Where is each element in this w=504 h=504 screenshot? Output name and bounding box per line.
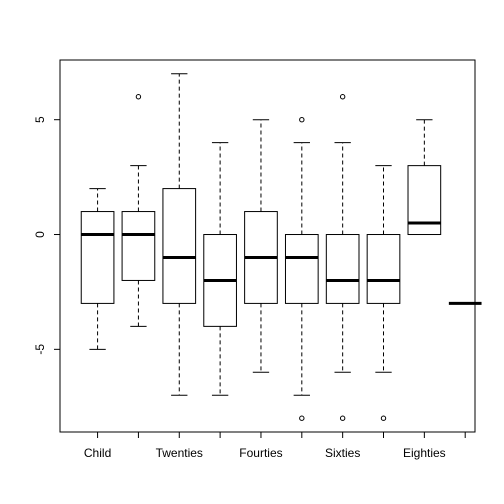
x-tick-label: Fourties: [239, 446, 282, 460]
box-group-eighties: [407, 119, 442, 236]
box-group-twenties: [162, 73, 197, 396]
outlier-point: [339, 415, 346, 421]
y-tick-label: 5: [33, 116, 47, 123]
box-body: [121, 211, 156, 281]
x-tick-label: Eighties: [403, 446, 446, 460]
box-group-thirties: [203, 142, 237, 396]
box-group-fifties: [284, 117, 319, 421]
x-tick-label: Twenties: [156, 446, 203, 460]
box-group-child: [80, 188, 115, 350]
boxes-layer: [80, 73, 482, 421]
y-tick-label: -5: [33, 344, 47, 355]
box-body: [162, 188, 197, 304]
box-body: [284, 234, 319, 304]
x-tick-label: Sixties: [325, 446, 360, 460]
box-body: [366, 234, 401, 304]
outlier-point: [339, 94, 346, 100]
box-body: [325, 234, 360, 304]
box-body: [407, 165, 442, 236]
y-axis: -5 0 5: [33, 116, 61, 355]
outlier-point: [299, 117, 305, 123]
box-group-fourties: [244, 119, 278, 373]
x-axis: Child Twenties Fourties Sixties Eighties: [84, 431, 466, 460]
box-body: [80, 211, 115, 304]
x-tick-label: Child: [84, 446, 111, 460]
box-group-seventies: [366, 165, 401, 421]
outlier-point: [299, 415, 305, 421]
y-tick-label: 0: [33, 231, 47, 238]
outlier-point: [135, 94, 142, 100]
box-group-teens: [121, 94, 156, 327]
box-group-sixties: [325, 94, 360, 421]
outlier-point: [380, 415, 387, 421]
